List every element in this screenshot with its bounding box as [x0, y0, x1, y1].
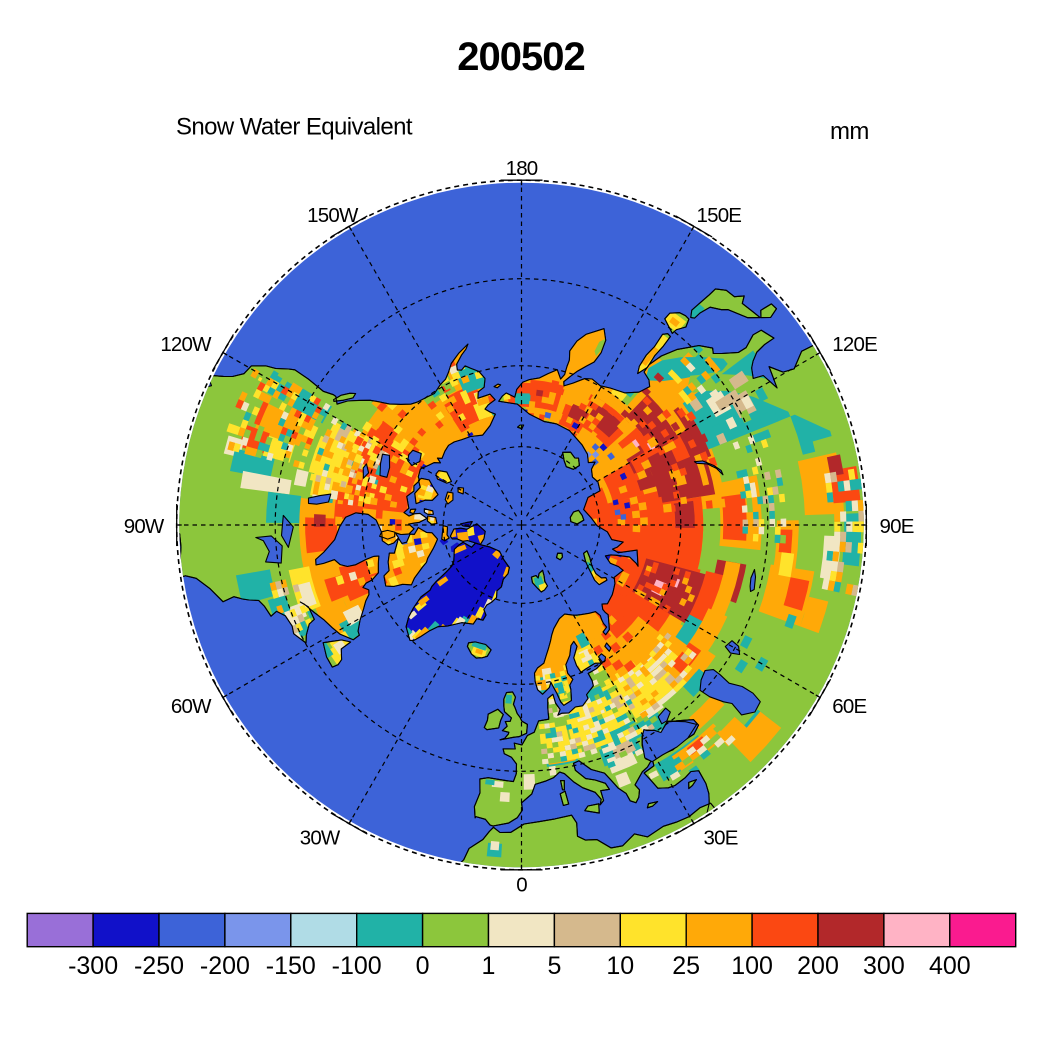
svg-text:0: 0: [516, 874, 527, 897]
svg-text:30W: 30W: [300, 826, 341, 849]
svg-text:-200: -200: [200, 952, 250, 980]
svg-text:60E: 60E: [832, 695, 866, 718]
svg-text:400: 400: [929, 952, 971, 980]
svg-text:150E: 150E: [697, 204, 742, 227]
svg-text:120E: 120E: [832, 333, 877, 356]
svg-text:-100: -100: [332, 952, 382, 980]
svg-text:Snow Water Equivalent: Snow Water Equivalent: [176, 114, 413, 141]
svg-text:10: 10: [606, 952, 634, 980]
svg-text:mm: mm: [830, 118, 869, 145]
svg-text:90W: 90W: [124, 515, 165, 538]
svg-text:-300: -300: [68, 952, 118, 980]
svg-text:30E: 30E: [704, 826, 738, 849]
svg-text:200: 200: [797, 952, 839, 980]
svg-text:25: 25: [672, 952, 700, 980]
svg-text:200502: 200502: [457, 35, 584, 79]
svg-text:150W: 150W: [307, 204, 359, 227]
svg-text:90E: 90E: [880, 515, 914, 538]
svg-text:100: 100: [731, 952, 773, 980]
svg-text:120W: 120W: [160, 333, 212, 356]
svg-text:-250: -250: [134, 952, 184, 980]
svg-text:300: 300: [863, 952, 905, 980]
svg-text:-150: -150: [266, 952, 316, 980]
svg-text:60W: 60W: [171, 695, 212, 718]
svg-text:1: 1: [482, 952, 496, 980]
svg-text:180: 180: [506, 157, 538, 180]
svg-text:5: 5: [547, 952, 561, 980]
svg-text:0: 0: [416, 952, 430, 980]
